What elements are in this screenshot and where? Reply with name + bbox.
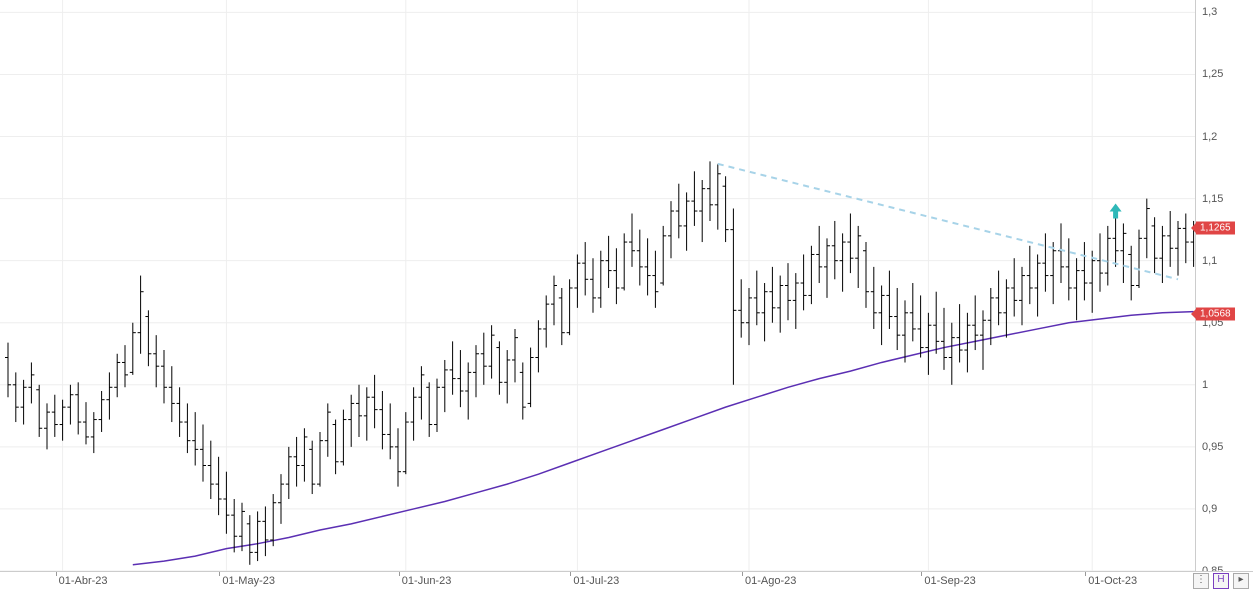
x-tick-mark xyxy=(1085,572,1086,576)
y-tick-label: 1 xyxy=(1202,379,1208,391)
tool-play-icon[interactable]: ▸ xyxy=(1233,573,1249,589)
price-flag: 1,0568 xyxy=(1196,308,1235,321)
y-tick-label: 1,3 xyxy=(1202,6,1217,18)
x-tick-label: 01-Jul-23 xyxy=(573,575,619,587)
x-tick-mark xyxy=(56,572,57,576)
price-flag-pointer xyxy=(1191,309,1196,319)
x-tick-label: 01-May-23 xyxy=(222,575,275,587)
x-tick-mark xyxy=(399,572,400,576)
y-tick-label: 0,95 xyxy=(1202,441,1223,453)
chart-toolbar: ⋮ H ▸ xyxy=(1193,573,1249,589)
x-tick-label: 01-Oct-23 xyxy=(1088,575,1137,587)
x-tick-label: 01-Jun-23 xyxy=(402,575,452,587)
y-axis: 0,850,90,9511,051,11,151,21,251,31,12651… xyxy=(1195,0,1253,571)
x-axis: 01-Abr-23 01-May-23 01-Jun-23 01-Jul-23 01-A… xyxy=(0,571,1253,592)
x-tick-mark xyxy=(219,572,220,576)
chart-container: 0,850,90,9511,051,11,151,21,251,31,12651… xyxy=(0,0,1253,592)
x-tick-mark xyxy=(570,572,571,576)
x-tick-mark xyxy=(742,572,743,576)
y-tick-label: 1,25 xyxy=(1202,68,1223,80)
tool-interval-icon[interactable]: H xyxy=(1213,573,1229,589)
x-tick-label: 01-Abr-23 xyxy=(59,575,108,587)
chart-plot[interactable] xyxy=(0,0,1195,571)
y-tick-label: 1,1 xyxy=(1202,255,1217,267)
y-tick-label: 0,9 xyxy=(1202,503,1217,515)
x-tick-label: 01-Ago-23 xyxy=(745,575,796,587)
y-tick-label: 1,15 xyxy=(1202,193,1223,205)
price-flag-pointer xyxy=(1191,223,1196,233)
x-tick-label: 01-Sep-23 xyxy=(924,575,975,587)
x-tick-mark xyxy=(921,572,922,576)
tool-menu-icon[interactable]: ⋮ xyxy=(1193,573,1209,589)
price-flag: 1,1265 xyxy=(1196,221,1235,234)
y-tick-label: 1,2 xyxy=(1202,131,1217,143)
